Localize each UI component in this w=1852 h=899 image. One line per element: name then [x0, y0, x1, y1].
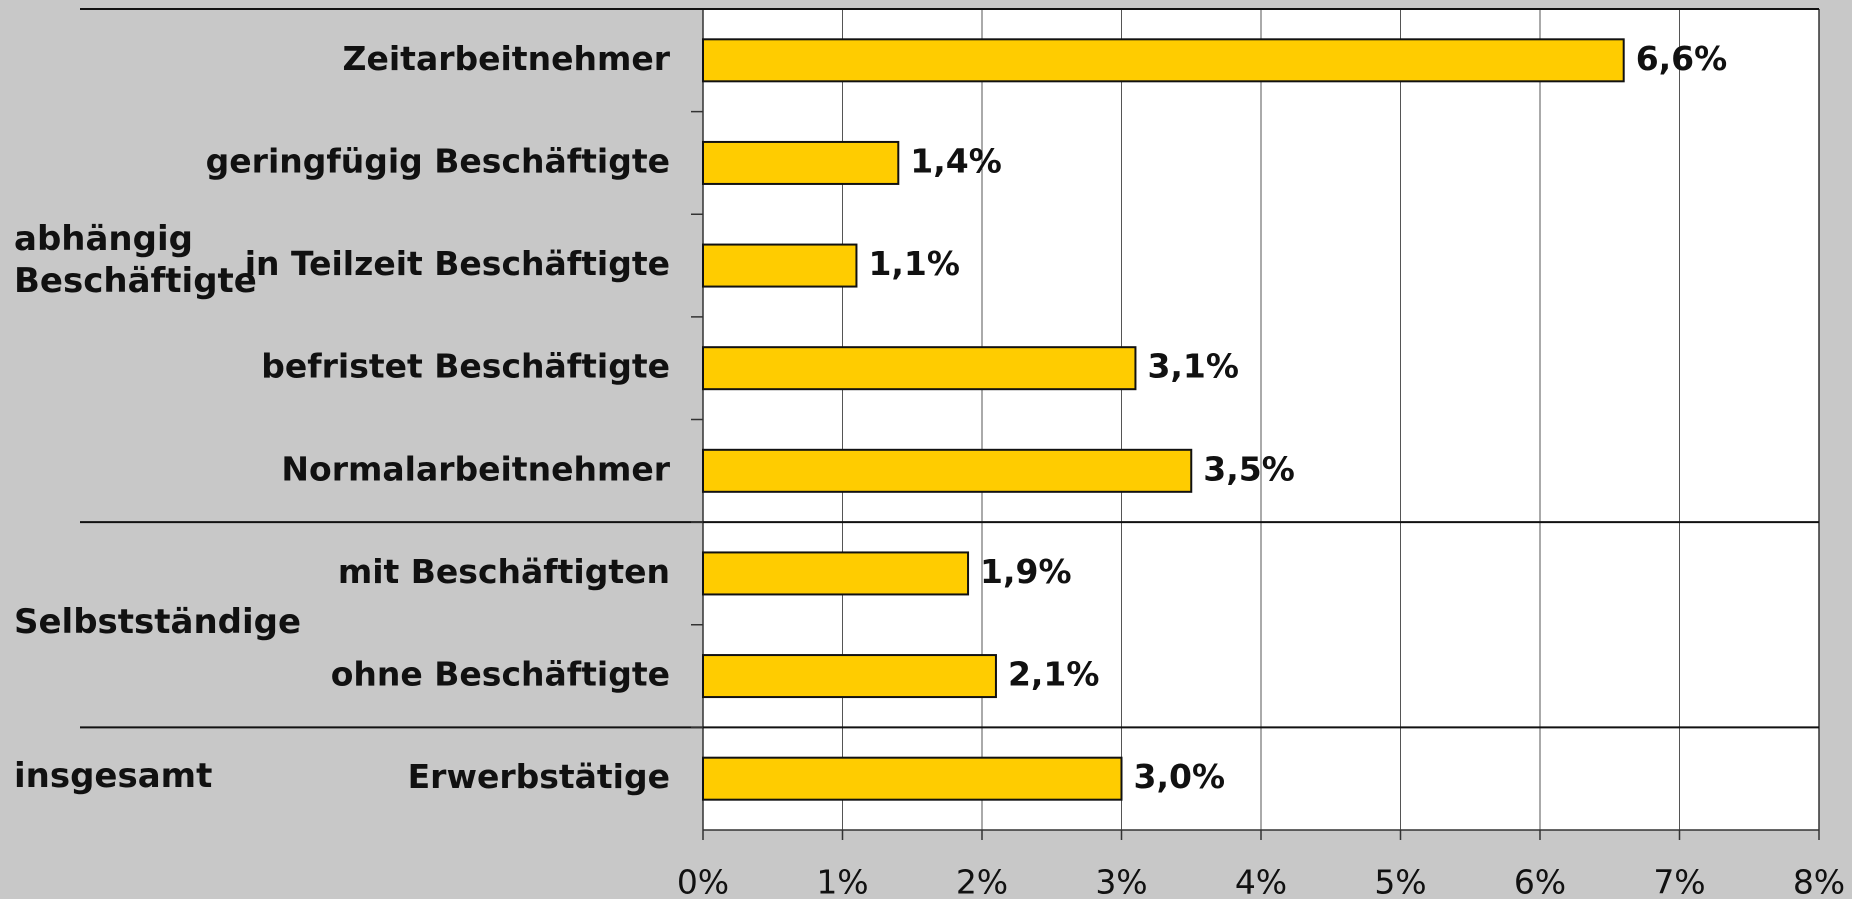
- x-tick-label: 4%: [1235, 863, 1287, 899]
- x-tick-label: 8%: [1793, 863, 1845, 899]
- category-label: mit Beschäftigten: [338, 552, 670, 591]
- bar: [702, 346, 1137, 391]
- bar: [702, 38, 1625, 83]
- category-label: geringfügig Beschäftigte: [206, 141, 670, 180]
- bar: [702, 551, 970, 596]
- category-label: ohne Beschäftigte: [331, 655, 670, 694]
- value-label: 1,9%: [980, 552, 1072, 591]
- group-label: abhängig Beschäftigte: [14, 218, 257, 302]
- x-tick-label: 0%: [677, 863, 729, 899]
- category-label: befristet Beschäftigte: [261, 347, 670, 386]
- bar: [702, 654, 997, 699]
- x-tick-label: 3%: [1095, 863, 1147, 899]
- bar: [702, 756, 1123, 801]
- value-label: 1,1%: [868, 244, 960, 283]
- category-label: Normalarbeitnehmer: [281, 449, 670, 488]
- group-label: insgesamt: [14, 755, 213, 796]
- bar: [702, 243, 858, 288]
- value-label: 3,0%: [1134, 757, 1226, 796]
- bar: [702, 140, 900, 185]
- bar: [702, 448, 1193, 493]
- x-tick-label: 1%: [816, 863, 868, 899]
- x-tick-label: 2%: [956, 863, 1008, 899]
- category-label: Zeitarbeitnehmer: [343, 39, 671, 78]
- value-label: 6,6%: [1636, 39, 1728, 78]
- x-tick-label: 5%: [1374, 863, 1426, 899]
- category-label: in Teilzeit Beschäftigte: [245, 244, 670, 283]
- value-label: 2,1%: [1008, 655, 1100, 694]
- value-label: 1,4%: [910, 141, 1002, 180]
- value-label: 3,5%: [1203, 449, 1295, 488]
- x-tick-label: 6%: [1514, 863, 1566, 899]
- x-tick-label: 7%: [1653, 863, 1705, 899]
- value-label: 3,1%: [1147, 347, 1239, 386]
- category-label: Erwerbstätige: [408, 757, 670, 796]
- group-label: Selbstständige: [14, 601, 302, 642]
